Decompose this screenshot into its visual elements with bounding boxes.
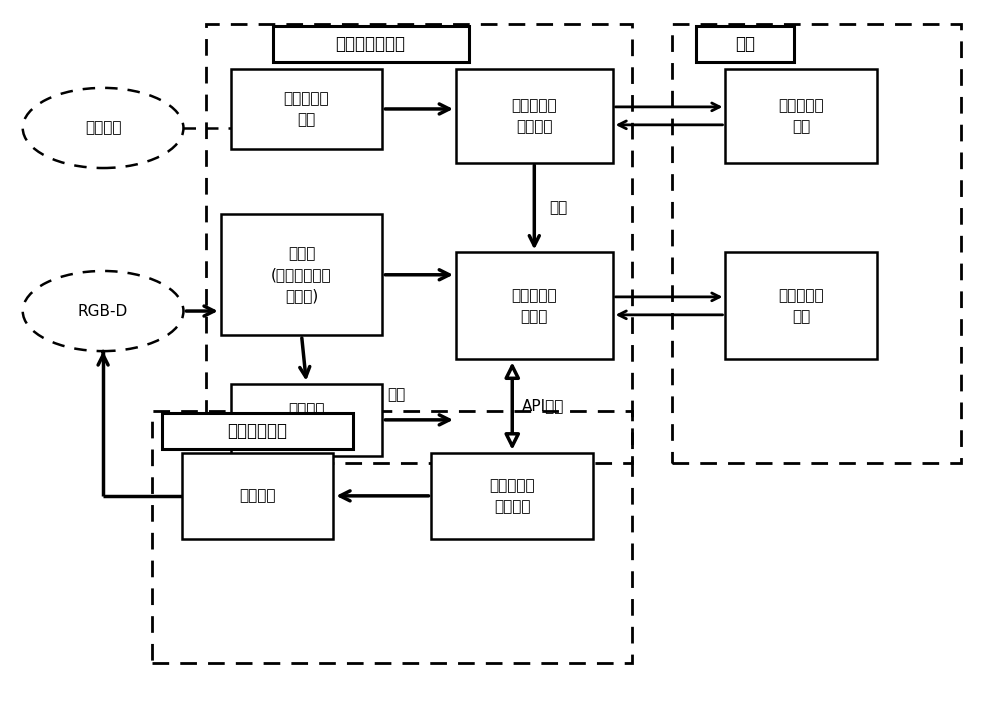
Text: 智能体学习环境: 智能体学习环境 bbox=[336, 35, 406, 54]
Ellipse shape bbox=[23, 271, 183, 351]
Text: API接口: API接口 bbox=[522, 398, 564, 414]
Text: 虚拟俷真环境: 虚拟俷真环境 bbox=[227, 422, 287, 440]
Ellipse shape bbox=[23, 88, 183, 168]
Bar bbox=[221, 214, 382, 335]
Text: 动态网络模
型库: 动态网络模 型库 bbox=[779, 98, 824, 134]
Text: 动作: 动作 bbox=[549, 200, 567, 215]
Bar bbox=[696, 26, 794, 62]
Bar bbox=[206, 24, 632, 463]
Bar bbox=[456, 69, 613, 162]
Bar bbox=[672, 24, 961, 463]
Text: 文本信息的
提取: 文本信息的 提取 bbox=[284, 91, 329, 127]
Bar bbox=[162, 413, 353, 449]
Text: 物体识别
与定位: 物体识别 与定位 bbox=[288, 402, 325, 438]
Bar bbox=[273, 26, 469, 62]
Text: 位姿: 位姿 bbox=[387, 388, 406, 403]
Bar bbox=[431, 453, 593, 539]
Bar bbox=[725, 252, 877, 360]
Text: 虚拟机械管
操作场景: 虚拟机械管 操作场景 bbox=[489, 478, 535, 514]
Bar bbox=[230, 384, 382, 456]
Text: 操作技能执
行网络: 操作技能执 行网络 bbox=[511, 288, 557, 324]
Text: 任务相关型
动态网络: 任务相关型 动态网络 bbox=[511, 98, 557, 134]
Bar bbox=[152, 411, 632, 663]
Bar bbox=[456, 252, 613, 360]
Bar bbox=[725, 69, 877, 162]
Text: 技能模型模
型库: 技能模型模 型库 bbox=[779, 288, 824, 324]
Text: 文本信息: 文本信息 bbox=[85, 121, 121, 135]
Text: 虚拟相机: 虚拟相机 bbox=[239, 489, 276, 503]
Text: RGB-D: RGB-D bbox=[78, 304, 128, 319]
Bar bbox=[230, 69, 382, 149]
Bar bbox=[182, 453, 333, 539]
Text: 磁盘: 磁盘 bbox=[735, 35, 755, 54]
Text: 预处理
(剪裁、填充、
归一化): 预处理 (剪裁、填充、 归一化) bbox=[271, 246, 332, 303]
